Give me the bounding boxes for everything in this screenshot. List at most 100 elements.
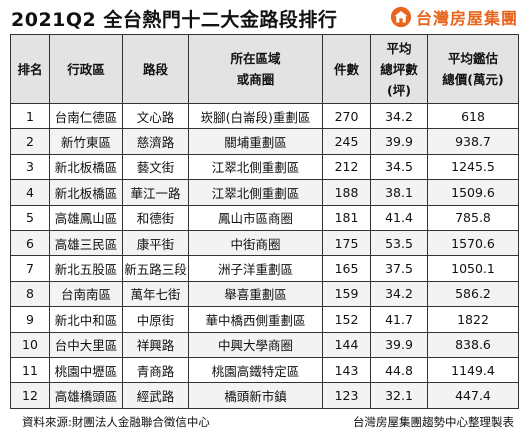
cell-rank: 9 (11, 307, 50, 332)
cell-road: 和德街 (123, 205, 189, 230)
cell-district: 新北板橋區 (50, 154, 123, 179)
cell-avg-price: 618 (428, 104, 519, 129)
cell-avg-price: 838.6 (428, 332, 519, 357)
cell-area: 江翠北側重劃區 (189, 180, 323, 205)
cell-road: 文心路 (123, 104, 189, 129)
cell-rank: 10 (11, 332, 50, 357)
cell-avg-ping: 38.1 (371, 180, 428, 205)
cell-road: 新五路三段 (123, 256, 189, 281)
cell-count: 159 (323, 281, 371, 306)
cell-district: 新北中和區 (50, 307, 123, 332)
cell-area: 關埔重劃區 (189, 129, 323, 154)
table-row: 6 高雄三民區 康平街 中街商圈 175 53.5 1570.6 (11, 230, 519, 255)
cell-avg-price: 1570.6 (428, 230, 519, 255)
cell-count: 175 (323, 230, 371, 255)
header-area-line2: 或商圈 (189, 69, 322, 90)
cell-avg-ping: 39.9 (371, 332, 428, 357)
cell-road: 萬年七街 (123, 281, 189, 306)
cell-area: 橋頭新市鎮 (189, 383, 323, 408)
table-row: 1 台南仁德區 文心路 崁腳(白崙段)重劃區 270 34.2 618 (11, 104, 519, 129)
cell-avg-ping: 53.5 (371, 230, 428, 255)
table-row: 5 高雄鳳山區 和德街 鳳山市區商圈 181 41.4 785.8 (11, 205, 519, 230)
cell-avg-ping: 32.1 (371, 383, 428, 408)
cell-avg-price: 1822 (428, 307, 519, 332)
cell-avg-price: 1149.4 (428, 357, 519, 382)
cell-count: 188 (323, 180, 371, 205)
cell-avg-price: 447.4 (428, 383, 519, 408)
table-row: 2 新竹東區 慈濟路 關埔重劃區 245 39.9 938.7 (11, 129, 519, 154)
cell-area: 崁腳(白崙段)重劃區 (189, 104, 323, 129)
cell-rank: 1 (11, 104, 50, 129)
cell-avg-price: 1245.5 (428, 154, 519, 179)
cell-count: 181 (323, 205, 371, 230)
table-row: 11 桃園中壢區 青商路 桃園高鐵特定區 143 44.8 1149.4 (11, 357, 519, 382)
cell-district: 高雄三民區 (50, 230, 123, 255)
table-row: 7 新北五股區 新五路三段 洲子洋重劃區 165 37.5 1050.1 (11, 256, 519, 281)
cell-count: 245 (323, 129, 371, 154)
cell-road: 藝文街 (123, 154, 189, 179)
cell-avg-price: 785.8 (428, 205, 519, 230)
cell-count: 123 (323, 383, 371, 408)
cell-district: 台南仁德區 (50, 104, 123, 129)
cell-area: 鳳山市區商圈 (189, 205, 323, 230)
header-avg-ping: 平均 總坪數 (坪) (371, 35, 428, 104)
cell-road: 中原街 (123, 307, 189, 332)
header-avg-ping-line2: 總坪數 (371, 59, 427, 80)
cell-district: 高雄鳳山區 (50, 205, 123, 230)
cell-count: 144 (323, 332, 371, 357)
table-row: 4 新北板橋區 華江一路 江翠北側重劃區 188 38.1 1509.6 (11, 180, 519, 205)
cell-avg-ping: 34.5 (371, 154, 428, 179)
cell-count: 152 (323, 307, 371, 332)
cell-area: 舉喜重劃區 (189, 281, 323, 306)
footer: 資料來源:財團法人金融聯合徵信中心 台灣房屋集團趨勢中心整理製表 (0, 412, 528, 432)
cell-district: 高雄橋頭區 (50, 383, 123, 408)
source-note: 資料來源:財團法人金融聯合徵信中心 (22, 414, 210, 430)
header-area-line1: 所在區域 (189, 48, 322, 69)
table-row: 9 新北中和區 中原街 華中橋西側重劃區 152 41.7 1822 (11, 307, 519, 332)
header-avg-price-line1: 平均鑑估 (428, 48, 518, 69)
cell-road: 祥興路 (123, 332, 189, 357)
cell-road: 康平街 (123, 230, 189, 255)
house-logo-icon (390, 6, 412, 28)
cell-district: 桃園中壢區 (50, 357, 123, 382)
brand-name: 台灣房屋集團 (416, 5, 518, 29)
table-row: 8 台南南區 萬年七街 舉喜重劃區 159 34.2 586.2 (11, 281, 519, 306)
cell-district: 台中大里區 (50, 332, 123, 357)
cell-count: 165 (323, 256, 371, 281)
cell-avg-price: 1050.1 (428, 256, 519, 281)
cell-rank: 7 (11, 256, 50, 281)
cell-count: 143 (323, 357, 371, 382)
cell-road: 經武路 (123, 383, 189, 408)
cell-area: 洲子洋重劃區 (189, 256, 323, 281)
brand: 台灣房屋集團 (390, 5, 518, 29)
table-row: 12 高雄橋頭區 經武路 橋頭新市鎮 123 32.1 447.4 (11, 383, 519, 408)
cell-count: 212 (323, 154, 371, 179)
page-title: 2021Q2 全台熱門十二大金路段排行 (11, 5, 337, 32)
cell-avg-ping: 44.8 (371, 357, 428, 382)
cell-district: 新竹東區 (50, 129, 123, 154)
cell-area: 桃園高鐵特定區 (189, 357, 323, 382)
cell-avg-ping: 41.7 (371, 307, 428, 332)
table-row: 3 新北板橋區 藝文街 江翠北側重劃區 212 34.5 1245.5 (11, 154, 519, 179)
cell-road: 華江一路 (123, 180, 189, 205)
cell-road: 慈濟路 (123, 129, 189, 154)
cell-district: 新北五股區 (50, 256, 123, 281)
cell-rank: 12 (11, 383, 50, 408)
cell-avg-ping: 34.2 (371, 104, 428, 129)
cell-area: 中街商圈 (189, 230, 323, 255)
header-avg-price: 平均鑑估 總價(萬元) (428, 35, 519, 104)
cell-area: 中興大學商圈 (189, 332, 323, 357)
cell-avg-price: 586.2 (428, 281, 519, 306)
cell-rank: 11 (11, 357, 50, 382)
cell-district: 台南南區 (50, 281, 123, 306)
credit-note: 台灣房屋集團趨勢中心整理製表 (353, 414, 514, 430)
ranking-table: 排名 行政區 路段 所在區域 或商圈 件數 平均 總坪數 (坪) 平均鑑估 總價… (10, 34, 519, 409)
header: 2021Q2 全台熱門十二大金路段排行 台灣房屋集團 (0, 0, 528, 34)
header-area: 所在區域 或商圈 (189, 35, 323, 104)
cell-avg-ping: 41.4 (371, 205, 428, 230)
header-avg-ping-line1: 平均 (371, 38, 427, 59)
header-avg-ping-line3: (坪) (371, 80, 427, 101)
cell-area: 華中橋西側重劃區 (189, 307, 323, 332)
cell-avg-price: 1509.6 (428, 180, 519, 205)
